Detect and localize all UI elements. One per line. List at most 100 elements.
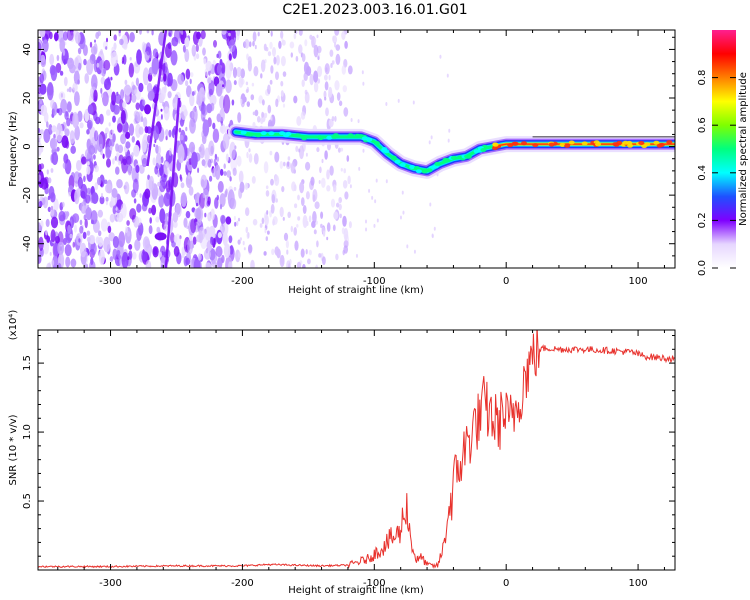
noise-speckle [112,115,116,123]
noise-speckle [338,100,343,107]
noise-speckle [329,49,334,57]
noise-speckle [207,196,211,205]
noise-speckle [304,39,308,47]
noise-speckle [316,34,319,39]
noise-speckle [267,51,272,57]
noise-speckle [100,87,103,94]
noise-speckle [170,50,178,66]
noise-speckle [208,70,211,76]
noise-speckle [239,237,242,241]
noise-speckle [46,169,49,175]
noise-speckle [335,53,341,65]
noise-speckle [237,239,241,245]
noise-speckle [139,30,142,35]
noise-speckle [105,196,109,202]
noise-speckle [347,65,353,75]
noise-speckle [118,160,121,166]
noise-streak [164,97,181,268]
noise-speckle [55,129,60,136]
noise-speckle [62,162,67,170]
noise-speckle [412,100,415,105]
noise-speckle [320,223,323,229]
colorbar-label: Normalized spectral amplitude [738,72,749,226]
noise-speckle [287,161,290,168]
noise-speckle [180,192,187,208]
noise-speckle [125,131,131,139]
noise-speckle [316,240,319,248]
noise-speckle [129,32,135,43]
noise-speckle [219,224,225,234]
noise-speckle [134,239,141,251]
noise-speckle [85,194,91,204]
noise-speckle [68,191,71,197]
noise-speckle [270,65,274,74]
ridge-blob [653,140,660,145]
noise-speckle [315,264,318,268]
noise-speckle [152,157,156,166]
noise-speckle [313,44,319,58]
noise-speckle [177,144,185,164]
noise-speckle [86,236,91,243]
noise-speckle [115,166,120,175]
noise-speckle [245,226,249,234]
noise-speckle [49,53,55,66]
noise-speckle [219,108,225,122]
noise-speckle [343,168,347,174]
noise-speckle [116,152,119,157]
noise-speckle [111,91,117,106]
noise-speckle [265,190,270,197]
noise-speckle [238,170,244,184]
noise-speckle [154,139,157,144]
noise-speckle [102,91,109,107]
noise-speckle [335,253,339,261]
snr-y-label: SNR (10 * v/v) [8,414,19,485]
noise-speckle [110,51,118,67]
noise-speckle [144,104,151,115]
noise-speckle [225,60,232,79]
noise-speckle [82,231,87,239]
noise-speckle [47,177,52,184]
noise-speckle [433,226,436,231]
noise-speckle [83,58,87,66]
noise-speckle [219,58,223,66]
noise-speckle [342,180,348,189]
noise-speckle [148,207,152,214]
noise-speckle [95,32,100,39]
noise-speckle [286,249,289,255]
noise-speckle [39,98,43,105]
noise-speckle [263,161,269,174]
noise-speckle [197,253,202,261]
ridge-blob [316,135,323,140]
noise-speckle [131,251,137,260]
noise-speckle [269,79,273,85]
noise-speckle [116,179,123,189]
noise-speckle [224,190,228,198]
noise-speckle [102,153,105,159]
noise-speckle [90,242,97,256]
noise-speckle [160,108,163,112]
snr-y-tick-label: 0.5 [22,493,33,509]
noise-speckle [186,225,189,229]
noise-speckle [77,79,80,85]
noise-speckle [153,125,160,141]
noise-speckle [55,235,60,244]
noise-speckle [302,205,307,214]
noise-speckle [244,182,249,190]
noise-speckle [161,86,166,100]
noise-speckle [257,116,261,123]
ridge-blob [399,162,406,167]
snr-x-tick-label: -100 [363,578,386,589]
noise-speckle [65,111,69,117]
noise-speckle [59,37,65,53]
noise-speckle [131,189,137,198]
noise-speckle [316,147,320,153]
noise-speckle [112,158,115,165]
noise-speckle [173,235,178,243]
noise-speckle [165,180,171,193]
noise-speckle [406,244,409,249]
noise-speckle [127,230,131,237]
noise-speckle [59,70,64,76]
noise-speckle [313,70,319,83]
noise-speckle [165,129,169,137]
noise-speckle [42,39,49,53]
